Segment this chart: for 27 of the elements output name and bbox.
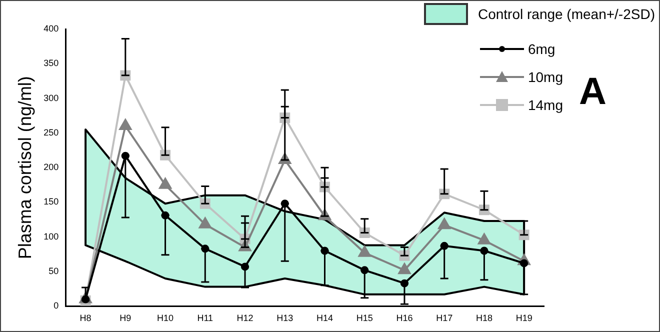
y-tick-label: 350 [44,58,59,68]
x-tick-label: H14 [316,313,333,324]
y-axis-title: Plasma cortisol (ng/ml) [14,76,35,260]
y-tick-label: 150 [44,196,59,207]
x-tick-label: H16 [396,313,413,324]
x-tick-label: H18 [476,313,492,324]
y-tick-label: 200 [44,162,59,172]
y-tick-label: 400 [44,23,59,34]
legend-label: 14mg [528,97,563,113]
legend-label: 10mg [528,69,563,85]
legend-label: 6mg [528,41,556,57]
y-tick-label: 50 [48,266,59,276]
y-tick-label: 0 [54,300,59,311]
y-tick-label: 250 [44,127,59,138]
y-tick-label: 300 [44,92,59,103]
x-tick-label: H13 [276,313,294,324]
x-tick-label: H8 [80,313,92,324]
x-tick-label: H9 [120,313,132,324]
text: A [579,71,606,114]
y-tick-label: 100 [44,231,59,242]
legend-label: Control range (mean+/-2SD) [478,6,655,22]
x-tick-label: H19 [516,313,532,324]
x-tick-label: H15 [356,313,373,324]
x-tick-label: H10 [157,313,174,324]
x-tick-label: H11 [197,313,214,324]
x-tick-label: H17 [436,313,453,324]
x-tick-label: H12 [236,313,254,324]
